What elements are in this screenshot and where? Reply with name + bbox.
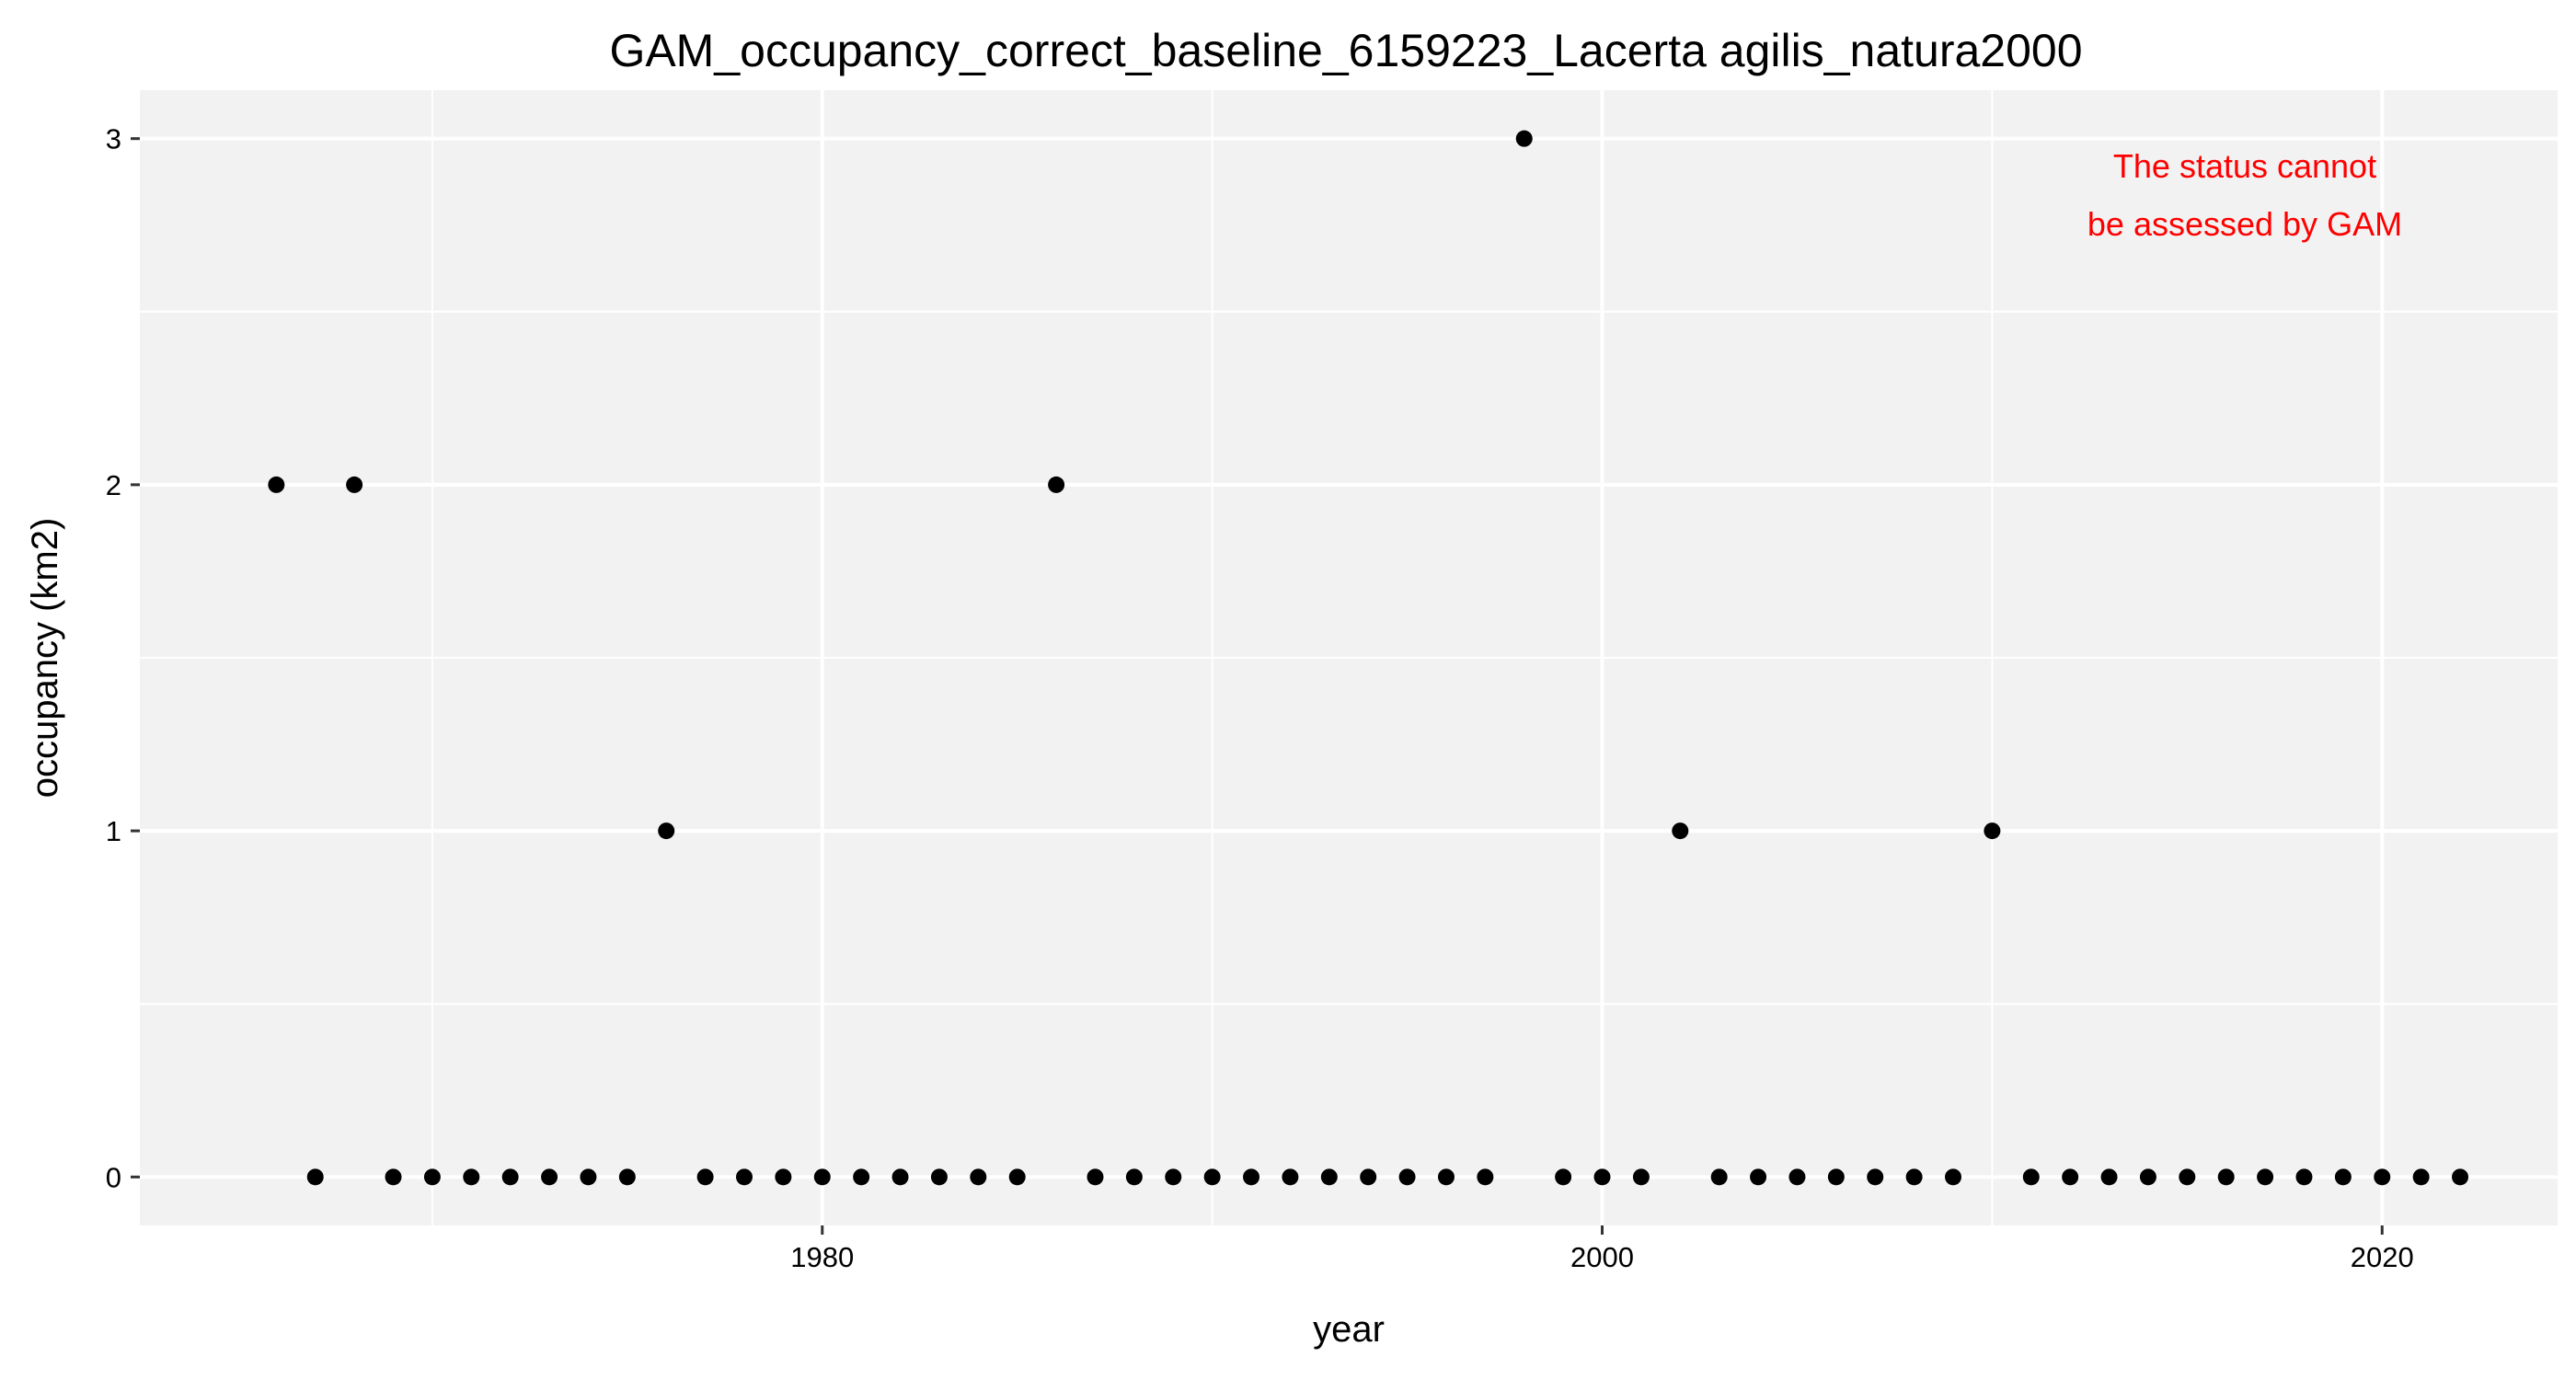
data-point: [268, 476, 285, 493]
data-point: [1788, 1168, 1806, 1186]
status-annotation: The status cannot be assessed by GAM: [2087, 147, 2402, 243]
data-point: [1165, 1168, 1182, 1186]
x-tick-label: 2020: [2351, 1241, 2414, 1273]
data-point: [423, 1168, 441, 1186]
data-point: [1125, 1168, 1143, 1186]
data-point: [2062, 1168, 2079, 1186]
y-tick-label: 3: [106, 123, 121, 155]
y-tick-label: 0: [106, 1161, 121, 1193]
data-point: [2139, 1168, 2156, 1186]
data-point: [580, 1168, 597, 1186]
data-point: [1515, 130, 1533, 147]
data-point: [813, 1168, 831, 1186]
data-point: [1593, 1168, 1611, 1186]
data-point: [2295, 1168, 2313, 1186]
data-point: [618, 1168, 636, 1186]
data-point: [1905, 1168, 1923, 1186]
data-point: [2217, 1168, 2235, 1186]
data-point: [1827, 1168, 1845, 1186]
data-point: [2022, 1168, 2040, 1186]
x-axis: 1980 2000 2020: [790, 1225, 2414, 1273]
data-point: [385, 1168, 402, 1186]
data-point: [346, 476, 363, 493]
data-point: [1555, 1168, 1572, 1186]
data-point: [658, 822, 675, 840]
data-point: [853, 1168, 870, 1186]
data-point: [775, 1168, 792, 1186]
data-point: [2334, 1168, 2352, 1186]
data-point: [306, 1168, 324, 1186]
data-point: [2257, 1168, 2274, 1186]
data-points: [268, 130, 2469, 1186]
data-point: [1750, 1168, 1767, 1186]
data-point: [1203, 1168, 1221, 1186]
minor-gridlines: [140, 90, 2558, 1225]
data-point: [1945, 1168, 1961, 1186]
data-point: [1320, 1168, 1338, 1186]
y-axis: 0 1 2 3: [106, 123, 140, 1193]
data-point: [1243, 1168, 1260, 1186]
data-point: [1672, 822, 1689, 840]
data-point: [2374, 1168, 2391, 1186]
data-point: [1437, 1168, 1455, 1186]
data-point: [1867, 1168, 1884, 1186]
data-point: [1477, 1168, 1494, 1186]
x-axis-title: year: [1313, 1309, 1385, 1350]
data-point: [1632, 1168, 1650, 1186]
data-point: [2452, 1168, 2469, 1186]
data-point: [2100, 1168, 2118, 1186]
data-point: [1984, 822, 2001, 840]
data-point: [1008, 1168, 1026, 1186]
y-tick-label: 1: [106, 815, 121, 847]
data-point: [1048, 476, 1065, 493]
data-point: [930, 1168, 948, 1186]
data-point: [1710, 1168, 1728, 1186]
data-point: [891, 1168, 909, 1186]
y-tick-label: 2: [106, 469, 121, 501]
data-point: [736, 1168, 753, 1186]
data-point: [2179, 1168, 2196, 1186]
data-point: [501, 1168, 519, 1186]
data-point: [1087, 1168, 1104, 1186]
data-point: [970, 1168, 987, 1186]
x-tick-label: 2000: [1570, 1241, 1634, 1273]
data-point: [1282, 1168, 1299, 1186]
data-point: [696, 1168, 714, 1186]
data-point: [1360, 1168, 1377, 1186]
chart-title: GAM_occupancy_correct_baseline_6159223_L…: [609, 25, 2082, 76]
data-point: [541, 1168, 558, 1186]
data-point: [1398, 1168, 1416, 1186]
y-axis-title: occupancy (km2): [25, 518, 65, 799]
annotation-line: The status cannot: [2113, 147, 2376, 185]
annotation-line: be assessed by GAM: [2087, 205, 2402, 243]
data-point: [463, 1168, 480, 1186]
x-tick-label: 1980: [790, 1241, 854, 1273]
data-point: [2412, 1168, 2430, 1186]
